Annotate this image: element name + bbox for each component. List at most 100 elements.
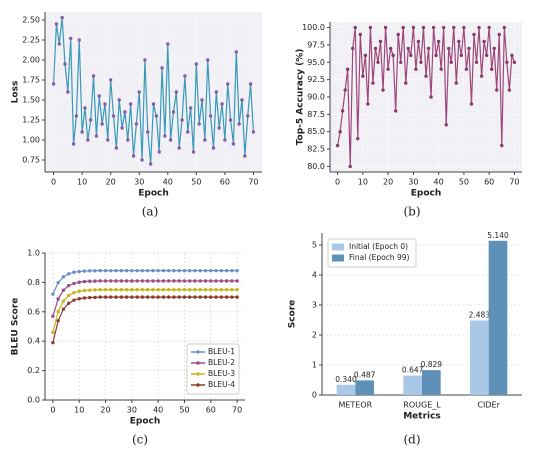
- data-point: [145, 268, 150, 273]
- data-point: [77, 289, 81, 293]
- data-point: [230, 279, 234, 283]
- data-point: [182, 295, 187, 299]
- data-point: [77, 38, 81, 42]
- data-point: [77, 280, 81, 284]
- data-point: [83, 106, 87, 110]
- data-point: [203, 279, 208, 283]
- data-point: [140, 268, 145, 273]
- data-point: [444, 123, 448, 127]
- data-point: [462, 25, 466, 30]
- x-tick-label: 40: [163, 178, 173, 187]
- data-point: [134, 122, 139, 126]
- data-point: [188, 279, 192, 283]
- data-point: [203, 268, 208, 273]
- data-point: [510, 53, 514, 58]
- x-tick-label: CIDEr: [477, 401, 500, 410]
- chart-panel: 0.0 0.2 0.4 0.6 0.8 1.0 0 10 20 30 40 50 60 70 Epoch BL…: [11, 249, 245, 447]
- data-point: [182, 288, 187, 292]
- data-point: [421, 25, 426, 30]
- data-point: [348, 164, 352, 169]
- x-tick-label: 10: [77, 178, 87, 187]
- data-point: [51, 330, 55, 335]
- x-tick-label: ROUGE_L: [403, 401, 441, 410]
- y-axis-label: BLEU Score: [11, 298, 21, 356]
- y-tick-label: 1.50: [22, 96, 40, 105]
- data-point: [124, 268, 129, 273]
- legend-label: Final (Epoch 99): [349, 253, 409, 262]
- data-point: [68, 36, 73, 41]
- data-point: [145, 279, 150, 283]
- data-point: [479, 74, 484, 78]
- data-point: [459, 53, 464, 58]
- data-point: [183, 74, 187, 78]
- data-point: [230, 268, 234, 273]
- x-tick-label: 60: [220, 178, 230, 187]
- data-point: [414, 67, 418, 71]
- y-tick-label: 5: [312, 241, 317, 250]
- y-tick-label: 92.5: [307, 75, 325, 84]
- data-point: [230, 295, 234, 299]
- x-tick-label: 0: [335, 178, 340, 187]
- data-point: [151, 102, 156, 106]
- y-tick-label: 90.0: [307, 93, 325, 102]
- data-point: [182, 268, 187, 273]
- data-point: [404, 81, 408, 85]
- data-point: [56, 319, 60, 323]
- x-tick-label: 40: [153, 406, 163, 415]
- data-point: [472, 32, 476, 37]
- data-point: [193, 295, 197, 299]
- data-point: [211, 146, 216, 150]
- data-point: [224, 279, 229, 283]
- y-tick-label: 1.00: [22, 136, 40, 145]
- x-tick-label: 10: [358, 178, 368, 187]
- x-tick-label: 60: [206, 406, 216, 415]
- data-point: [180, 118, 184, 122]
- data-point: [135, 268, 139, 273]
- data-point: [145, 295, 150, 299]
- data-point: [66, 283, 71, 288]
- y-tick-label: 0.0: [27, 396, 40, 405]
- data-point: [61, 299, 66, 303]
- legend-swatch: [332, 243, 344, 251]
- data-point: [156, 268, 160, 273]
- data-point: [234, 50, 239, 54]
- data-point: [148, 162, 153, 166]
- data-point: [214, 268, 218, 273]
- data-point: [378, 39, 383, 44]
- y-tick-label: 97.5: [307, 40, 325, 49]
- data-point: [193, 288, 197, 292]
- data-point: [166, 288, 171, 292]
- y-tick-label: 2: [312, 331, 317, 340]
- data-point: [161, 288, 166, 292]
- y-tick-label: 1: [312, 361, 317, 370]
- x-tick-label: 30: [134, 178, 144, 187]
- data-point: [507, 88, 512, 92]
- data-point: [71, 142, 76, 146]
- data-point: [203, 138, 207, 142]
- data-point: [61, 275, 66, 279]
- data-point: [56, 297, 60, 301]
- data-point: [492, 46, 496, 51]
- data-point: [120, 126, 124, 130]
- data-point: [240, 98, 244, 102]
- data-point: [224, 295, 229, 299]
- x-tick-label: 70: [232, 406, 242, 415]
- data-point: [371, 81, 375, 85]
- data-point: [166, 42, 170, 46]
- data-point: [93, 295, 97, 300]
- data-point: [177, 268, 181, 273]
- data-point: [114, 295, 118, 299]
- data-point: [82, 269, 87, 273]
- data-point: [51, 314, 55, 318]
- data-point: [436, 39, 441, 44]
- data-point: [452, 25, 456, 30]
- data-point: [135, 295, 139, 299]
- x-tick-label: METEOR: [338, 401, 372, 410]
- bar: [470, 320, 489, 395]
- data-point: [177, 146, 181, 150]
- data-point: [88, 118, 93, 122]
- data-point: [97, 94, 101, 98]
- data-point: [191, 150, 196, 154]
- bar: [355, 380, 374, 395]
- x-tick-label: 10: [74, 406, 84, 415]
